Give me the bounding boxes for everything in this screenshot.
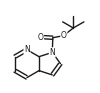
Text: O: O bbox=[38, 33, 44, 42]
Text: N: N bbox=[49, 48, 55, 57]
Text: N: N bbox=[24, 45, 30, 54]
Text: O: O bbox=[61, 31, 67, 40]
